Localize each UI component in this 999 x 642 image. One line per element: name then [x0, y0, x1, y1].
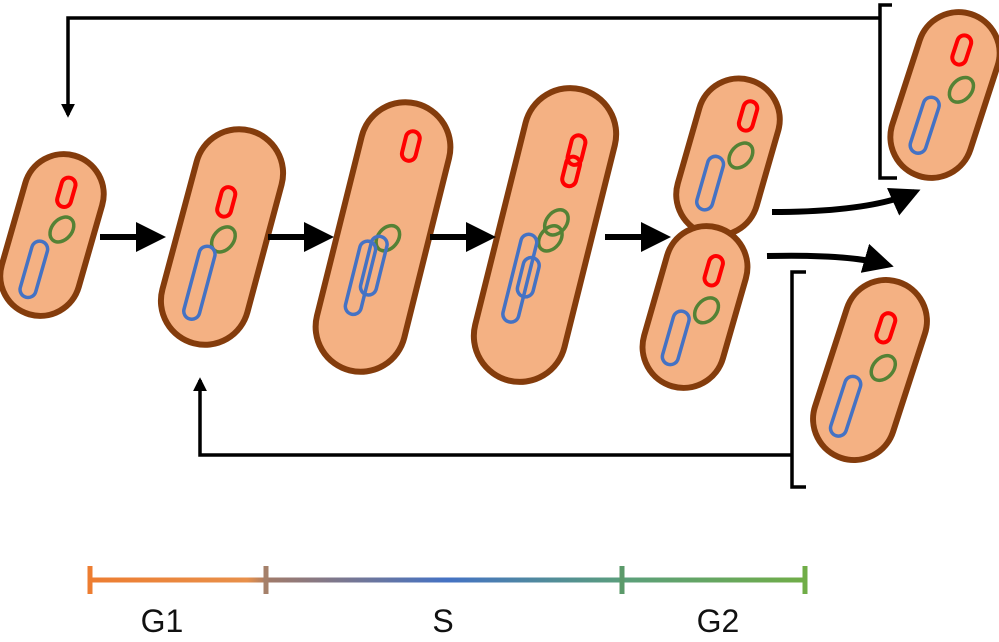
- cell-body: [887, 9, 999, 181]
- bracket: [790, 270, 806, 489]
- arrow: [771, 188, 921, 216]
- green-chromosome: [374, 223, 402, 253]
- cell-body: [0, 151, 107, 319]
- cell-body: [157, 126, 287, 348]
- phase-label: S: [432, 603, 453, 639]
- cell: [0, 151, 107, 319]
- blue-chromosome: [358, 234, 389, 297]
- feedback-loops: [61, 3, 897, 489]
- cell: [887, 9, 999, 181]
- cell: [312, 99, 454, 375]
- red-chromosome: [874, 311, 898, 345]
- phase-bar: G1 S G2: [87, 566, 808, 639]
- loop-arrow: [61, 16, 880, 118]
- red-chromosome: [560, 154, 583, 189]
- red-chromosome: [215, 185, 238, 219]
- green-chromosome: [542, 208, 570, 237]
- blue-chromosome: [182, 244, 217, 321]
- arrow: [766, 243, 894, 273]
- red-chromosome: [55, 175, 78, 209]
- loop-arrow: [193, 377, 792, 457]
- blue-chromosome: [694, 154, 726, 212]
- red-chromosome: [399, 129, 422, 163]
- red-chromosome: [736, 99, 760, 133]
- progression-arrows: [100, 188, 921, 273]
- cell: [673, 75, 783, 239]
- green-chromosome: [536, 224, 564, 253]
- phase-label: G2: [697, 603, 740, 639]
- bracket: [878, 3, 897, 180]
- green-chromosome: [692, 296, 721, 325]
- blue-chromosome: [501, 232, 539, 324]
- cell: [639, 223, 751, 391]
- cells: [0, 9, 999, 463]
- blue-chromosome: [828, 374, 863, 438]
- green-chromosome: [869, 353, 898, 383]
- blue-chromosome: [343, 239, 378, 317]
- cell: [157, 126, 287, 348]
- phase-label: G1: [141, 603, 184, 639]
- red-chromosome: [702, 254, 725, 288]
- green-chromosome: [947, 75, 976, 104]
- red-chromosome: [950, 33, 974, 67]
- cell: [810, 277, 930, 463]
- green-chromosome: [727, 141, 755, 170]
- blue-chromosome: [515, 255, 541, 299]
- blue-chromosome: [660, 309, 691, 367]
- blue-chromosome: [18, 239, 50, 300]
- cell: [470, 85, 620, 385]
- blue-chromosome: [908, 95, 941, 155]
- red-chromosome: [565, 133, 588, 167]
- green-chromosome: [48, 215, 76, 244]
